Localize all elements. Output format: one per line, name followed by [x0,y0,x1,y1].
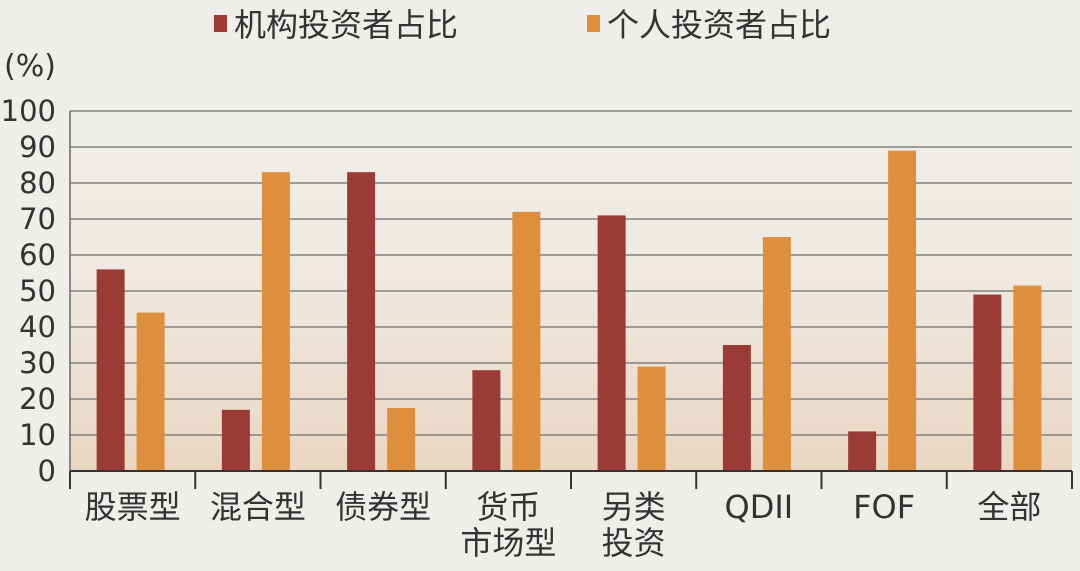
legend: 机构投资者占比 个人投资者占比 [214,6,831,44]
y-tick-label: 40 [19,310,56,344]
legend-swatch-institutional [214,15,227,32]
x-category-label: QDII [725,488,794,526]
bar-individual [1013,285,1042,471]
y-tick-label: 80 [19,166,56,200]
y-tick-label: 30 [19,346,56,380]
bar-individual [261,172,290,471]
x-category-label: 混合型 [210,488,306,526]
y-tick-label: 20 [19,382,56,416]
bar-individual [387,408,416,471]
x-category-label: 投资 [602,524,666,562]
y-tick-label: 60 [19,238,56,272]
x-category-label: 债券型 [335,488,431,526]
x-category-label: 股票型 [85,488,181,526]
x-category-label: 另类 [602,488,666,526]
y-tick-label: 90 [19,130,56,164]
x-category-label: 货币 [476,488,540,526]
bar-institutional [848,431,877,471]
bar-individual [136,312,165,471]
x-category-label: FOF [853,488,915,526]
x-category-label: 市场型 [460,524,556,562]
y-tick-label: 70 [19,202,56,236]
legend-label-individual: 个人投资者占比 [607,6,831,44]
x-category-label: 全部 [977,488,1041,526]
bar-institutional [347,172,376,471]
bar-institutional [96,269,125,471]
y-tick-label: 0 [38,454,56,488]
bar-individual [512,211,541,472]
y-tick-label: 100 [1,94,56,128]
bar-individual [888,150,917,471]
bars [96,150,1042,472]
y-axis-unit-label: (%) [4,49,56,84]
bar-individual [637,366,666,471]
legend-swatch-individual [587,15,600,32]
y-tick-label: 10 [19,418,56,452]
bar-institutional [722,345,751,471]
y-tick-label: 50 [19,274,56,308]
bar-institutional [597,215,626,471]
bar-institutional [973,294,1002,471]
bar-institutional [221,409,250,471]
bar-institutional [472,370,501,471]
x-axis [69,111,1073,489]
legend-label-institutional: 机构投资者占比 [234,6,458,44]
bar-individual [762,237,791,471]
